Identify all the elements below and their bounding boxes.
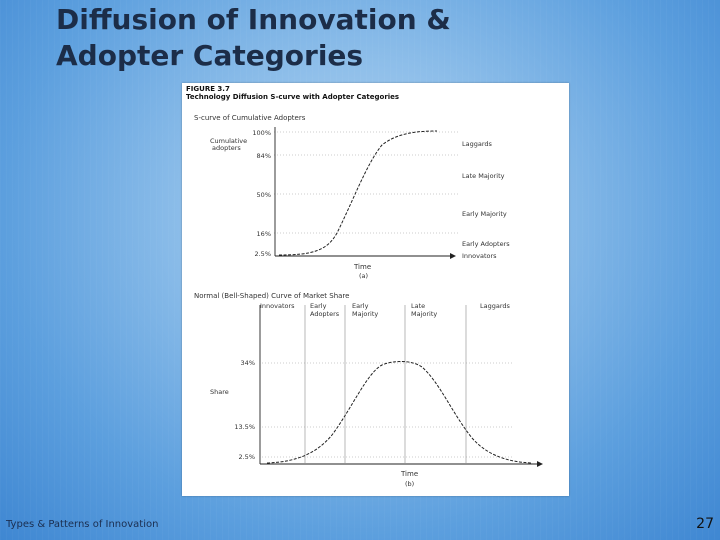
s-curve-ytick-100: 100% — [252, 129, 271, 137]
s-curve-category-early-majority: Early Majority — [462, 210, 507, 218]
s-curve-line — [278, 130, 438, 256]
bell-guides — [262, 362, 512, 458]
diffusion-figure: FIGURE 3.7 Technology Diffusion S-curve … — [186, 85, 543, 488]
bell-ytick-13-5: 13.5% — [234, 423, 255, 431]
s-curve-guides — [274, 131, 458, 234]
bell-header-laggards: Laggards — [480, 302, 511, 310]
bell-header-late-majority-1: Late — [411, 302, 425, 310]
s-curve-category-early-adopters: Early Adopters — [462, 240, 510, 248]
footer-text: Types & Patterns of Innovation — [6, 519, 159, 530]
s-curve-ytick-16: 16% — [257, 230, 271, 238]
page-number: 27 — [696, 516, 714, 532]
s-curve-category-laggards: Laggards — [462, 140, 493, 148]
bell-header-early-adopters-1: Early — [310, 302, 327, 310]
bell-ylabel: Share — [210, 388, 229, 396]
bell-dividers — [304, 305, 467, 463]
s-curve-ytick-50: 50% — [257, 191, 271, 199]
bell-sublabel: (b) — [405, 480, 414, 488]
s-curve-ylabel-line-1: Cumulative — [210, 137, 247, 145]
slide-title-line-1: Diffusion of Innovation & — [56, 3, 451, 36]
bell-xlabel: Time — [400, 470, 418, 478]
s-curve-category-late-majority: Late Majority — [462, 172, 505, 180]
s-curve-sublabel: (a) — [359, 272, 368, 280]
figure-panel: FIGURE 3.7 Technology Diffusion S-curve … — [182, 83, 569, 496]
figure-number: FIGURE 3.7 — [186, 85, 230, 93]
bell-header-early-majority-2: Majority — [352, 310, 378, 318]
s-curve-ytick-84: 84% — [257, 152, 271, 160]
s-curve-title: S-curve of Cumulative Adopters — [194, 114, 306, 122]
s-curve-category-innovators: Innovators — [462, 252, 497, 260]
figure-caption: Technology Diffusion S-curve with Adopte… — [186, 93, 399, 101]
s-curve-x-axis-arrow — [450, 253, 456, 259]
bell-ytick-34: 34% — [241, 359, 255, 367]
s-curve-xlabel: Time — [353, 263, 371, 271]
s-curve-ylabel-line-2: adopters — [212, 144, 241, 152]
bell-ytick-2-5: 2.5% — [238, 453, 255, 461]
bell-x-axis-arrow — [537, 461, 543, 467]
slide-title: Diffusion of Innovation & Adopter Catego… — [56, 2, 576, 74]
slide-title-line-2: Adopter Categories — [56, 39, 364, 72]
bell-header-innovators: Innovators — [260, 302, 295, 310]
s-curve-ytick-2-5: 2.5% — [254, 250, 271, 258]
bell-header-late-majority-2: Majority — [411, 310, 437, 318]
bell-curve-title: Normal (Bell-Shaped) Curve of Market Sha… — [194, 292, 349, 300]
bell-header-early-majority-1: Early — [352, 302, 369, 310]
bell-header-early-adopters-2: Adopters — [310, 310, 340, 318]
bell-curve-line — [266, 361, 533, 464]
